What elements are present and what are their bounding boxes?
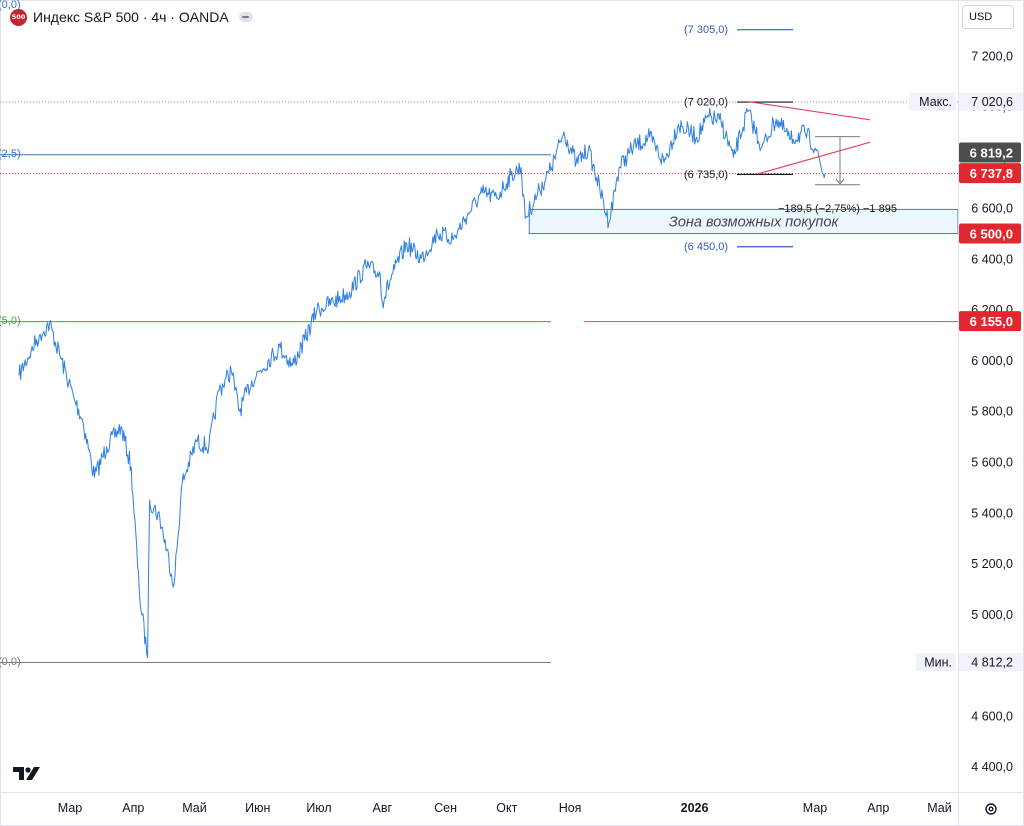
y-tick-label: 4 600,0 (971, 709, 1013, 723)
left-level-label: (2,5) (0, 148, 21, 160)
level-tag-bg (916, 652, 956, 671)
fib-level-label: (6 450,0) (684, 241, 728, 253)
left-level-label: (0,0) (0, 656, 21, 668)
y-tick-label: 7 200,0 (971, 49, 1013, 63)
price-badge-label: 6 819,2 (970, 146, 1013, 161)
x-tick-label: Мар (58, 801, 83, 815)
x-tick-label: Сен (434, 801, 457, 815)
fib-level-label: (6 735,0) (684, 169, 728, 181)
x-tick-label: Апр (122, 801, 144, 815)
level-value-bg (959, 92, 1023, 111)
symbol-title: Индекс S&P 500 · 4ч · OANDA (33, 9, 229, 25)
x-tick-label: Апр (867, 801, 889, 815)
level-value-bg (959, 652, 1023, 671)
y-tick-label: 4 400,0 (971, 760, 1013, 774)
x-tick-label: Июл (306, 801, 331, 815)
collapse-toggle-icon[interactable] (238, 12, 253, 22)
level-value-label: 7 020,6 (971, 95, 1013, 109)
y-tick-label: 6 600,0 (971, 202, 1013, 216)
y-tick-label: 5 200,0 (971, 557, 1013, 571)
x-tick-label: Мар (803, 801, 828, 815)
x-tick-label: Окт (496, 801, 517, 815)
price-series-layer (18, 107, 826, 658)
x-tick-label: Июн (245, 801, 270, 815)
y-tick-label: 5 600,0 (971, 456, 1013, 470)
gear-icon[interactable] (980, 799, 1002, 819)
buy-zone-rect[interactable] (528, 208, 959, 235)
level-tag-bg (909, 92, 956, 111)
time-axis[interactable]: Мар Апр Май Июн Июл Авг Сен Окт Ноя 2026 Мар Апр Май (0, 792, 1024, 816)
x-tick-label: Авг (373, 801, 393, 815)
price-badge-label: 6 155,0 (970, 314, 1013, 329)
price-badge (959, 163, 1021, 184)
price-badge-label: 6 737,8 (970, 166, 1013, 181)
levels-layer: (2,5) (5,0) (0,0) (0,0) (0, 0, 958, 668)
triangle-trendline (757, 141, 871, 175)
y-tick-label: 5 800,0 (971, 405, 1013, 419)
y-tick-label: 5 000,0 (971, 608, 1013, 622)
level-value-label: 4 812,2 (971, 655, 1013, 669)
x-tick-label: Май (927, 801, 952, 815)
triangle-trendline (747, 100, 871, 121)
level-tag-label: Макс. (919, 95, 952, 109)
measure-label: −189,5 (−2,75%) −1 895 (778, 203, 897, 215)
buy-zone-layer: Зона возможных покупок (528, 208, 959, 235)
price-badge (959, 311, 1021, 332)
currency-button[interactable]: USD (962, 5, 1014, 29)
price-badge (959, 142, 1021, 163)
measure-arrow-head (835, 178, 845, 185)
y-tick-label: 6 400,0 (971, 252, 1013, 266)
left-level-label: (5,0) (0, 315, 21, 327)
left-level-label: (0,0) (0, 0, 21, 11)
y-tick-label: 5 400,0 (971, 506, 1013, 520)
x-tick-label: Ноя (559, 801, 582, 815)
level-tag-label: Мин. (924, 655, 952, 669)
price-axis[interactable]: 7 200,07 000,06 800,06 600,06 400,06 200… (909, 0, 1023, 826)
symbol-header[interactable]: 500 Индекс S&P 500 · 4ч · OANDA (10, 7, 253, 27)
x-tick-label: Май (182, 801, 207, 815)
price-line (18, 107, 826, 658)
sp500-logo: 500 (10, 8, 27, 26)
fib-level-label: (7 020,0) (684, 97, 728, 109)
price-badge (959, 223, 1021, 244)
price-badge-label: 6 500,0 (970, 227, 1013, 242)
x-tick-label: 2026 (681, 801, 709, 815)
y-tick-label: 6 000,0 (971, 354, 1013, 368)
tradingview-logo[interactable] (12, 764, 44, 782)
drawings-layer: (7 305,0) (7 020,0) (6 735,0) (6 450,0) −189… (684, 24, 897, 253)
buy-zone-label: Зона возможных покупок (669, 214, 840, 230)
fib-level-label: (7 305,0) (684, 24, 728, 36)
